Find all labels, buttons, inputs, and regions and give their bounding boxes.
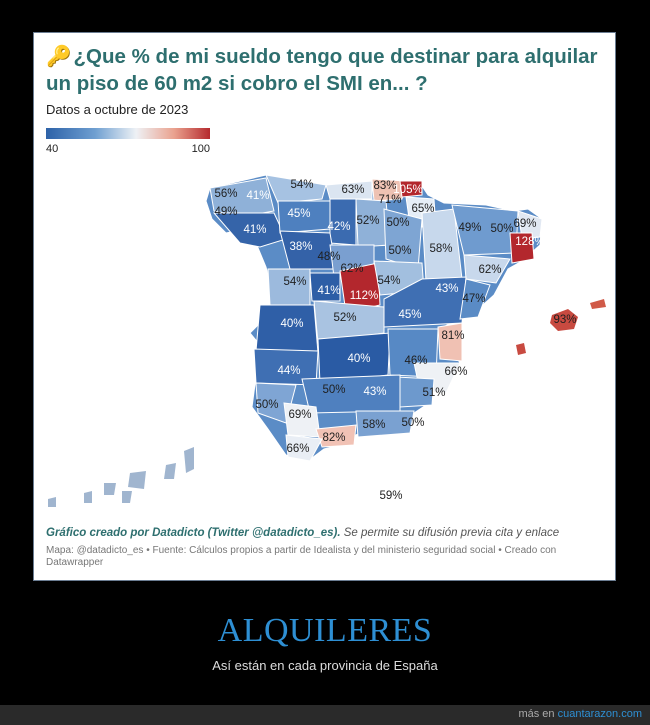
label-palencia: 42% <box>327 221 350 233</box>
post-headline: ALQUILERES <box>217 612 433 649</box>
label-guadalajara: 54% <box>377 275 400 287</box>
footer-text: más en cuantarazon.com <box>518 708 642 720</box>
label-gipuzkoa: 105% <box>393 184 422 196</box>
label-ciudad-real: 40% <box>347 353 370 365</box>
post-tagline: Así están en cada provincia de España <box>212 658 438 673</box>
mallorca-shape <box>550 309 578 331</box>
label-soria: 50% <box>388 245 411 257</box>
label-huesca: 49% <box>458 222 481 234</box>
label-girona: 69% <box>513 218 536 230</box>
label-alicante: 66% <box>444 366 467 378</box>
region-teruel-cuenca <box>383 276 467 328</box>
canary-shape-3 <box>128 471 146 489</box>
chart-credit: Gráfico creado por Datadicto (Twitter @d… <box>46 527 559 539</box>
label-pontevedra: 49% <box>214 206 237 218</box>
region-girona <box>517 210 543 240</box>
footer-prefix: más en <box>518 708 558 720</box>
spain-map: 56% 41% 49% 41% 54% 63% 83%105%71% 65% 45% 42% 52%… <box>48 174 606 507</box>
label-granada: 58% <box>362 419 385 431</box>
label-malaga: 82% <box>322 432 345 444</box>
label-salamanca: 54% <box>283 276 306 288</box>
label-tarragona: 62% <box>478 264 501 276</box>
label-canarias: 59% <box>379 490 402 502</box>
label-cantabria: 63% <box>341 184 364 196</box>
canary-shape-2 <box>164 463 176 479</box>
province-labels: 56% 41% 49% 41% 54% 63% 83%105%71% 65% 45% 42% 52%… <box>214 179 576 502</box>
label-zamora: 38% <box>289 241 312 253</box>
region-granada-almeria <box>355 410 415 438</box>
label-teruel: 43% <box>435 283 458 295</box>
balearic-islands <box>516 299 606 355</box>
legend-max-label: 100 <box>191 143 210 155</box>
region-gipuzkoa <box>399 180 423 198</box>
label-valladolid: 48% <box>317 251 340 263</box>
label-ourense: 41% <box>243 224 266 236</box>
label-huelva: 50% <box>255 399 278 411</box>
label-albacete: 46% <box>404 355 427 367</box>
canary-islands <box>48 447 194 507</box>
menorca-shape <box>590 299 606 309</box>
label-almeria: 50% <box>401 417 424 429</box>
label-leon: 45% <box>287 208 310 220</box>
region-cantabria <box>325 180 373 200</box>
region-barcelona <box>509 232 535 264</box>
label-murcia: 51% <box>422 387 445 399</box>
ibiza-shape <box>516 343 526 355</box>
label-castellon: 47% <box>462 293 485 305</box>
label-cuenca: 45% <box>398 309 421 321</box>
region-asturias <box>265 174 327 204</box>
label-zaragoza: 58% <box>429 243 452 255</box>
chart-source: Mapa: @datadicto_es • Fuente: Cálculos p… <box>46 545 557 568</box>
footer-link[interactable]: cuantarazon.com <box>557 708 642 720</box>
credit-rest: Se permite su difusión previa cita y enl… <box>340 527 560 539</box>
label-segovia: 62% <box>340 263 363 275</box>
province-regions <box>209 174 543 462</box>
label-madrid: 112% <box>350 290 379 302</box>
label-la-rioja: 50% <box>386 217 409 229</box>
legend-min-label: 40 <box>46 143 59 155</box>
title-text: ¿Que % de mi sueldo tengo que destinar p… <box>46 45 598 95</box>
region-galicia-south <box>212 212 287 248</box>
label-lleida: 50% <box>490 223 513 235</box>
region-madrid <box>339 262 381 314</box>
label-jaen: 43% <box>363 386 386 398</box>
region-castellon <box>459 278 491 320</box>
label-alava: 71% <box>378 194 401 206</box>
key-icon: 🔑 <box>46 45 72 68</box>
canary-shape-4 <box>104 483 116 495</box>
label-toledo: 52% <box>333 312 356 324</box>
label-sevilla: 69% <box>288 409 311 421</box>
map-card: 56% 41% 49% 41% 54% 63% 83% 105% 71% 65% 45% 42% 52%… <box>33 32 616 581</box>
label-avila: 41% <box>317 285 340 297</box>
label-caceres: 40% <box>280 318 303 330</box>
label-valencia: 81% <box>441 330 464 342</box>
region-valencia <box>437 322 463 362</box>
label-burgos: 52% <box>356 215 379 227</box>
color-legend-bar <box>46 128 210 139</box>
region-basque <box>371 178 407 202</box>
label-a-coruna: 56% <box>214 188 237 200</box>
label-bizkaia: 83% <box>373 180 396 192</box>
label-badajoz: 44% <box>277 365 300 377</box>
region-cadiz <box>285 434 323 462</box>
canary-shape-1 <box>184 447 194 473</box>
region-avila <box>309 272 341 302</box>
credit-bold: Gráfico creado por Datadicto (Twitter @d… <box>46 527 341 539</box>
label-lugo: 41% <box>246 190 269 202</box>
canary-shape-7 <box>48 497 56 507</box>
label-cadiz: 66% <box>286 443 309 455</box>
canary-shape-5 <box>122 491 132 503</box>
label-barcelona: 128% <box>515 236 544 248</box>
label-islas-baleares: 93% <box>553 314 576 326</box>
canary-shape-6 <box>84 491 92 503</box>
region-tarragona <box>463 254 511 284</box>
chart-title: 🔑¿Que % de mi sueldo tengo que destinar … <box>46 43 606 97</box>
label-asturias: 54% <box>290 179 313 191</box>
chart-subtitle: Datos a octubre de 2023 <box>46 102 189 117</box>
label-cordoba: 50% <box>322 384 345 396</box>
label-navarra: 65% <box>411 203 434 215</box>
site-footer: más en cuantarazon.com <box>0 705 650 725</box>
